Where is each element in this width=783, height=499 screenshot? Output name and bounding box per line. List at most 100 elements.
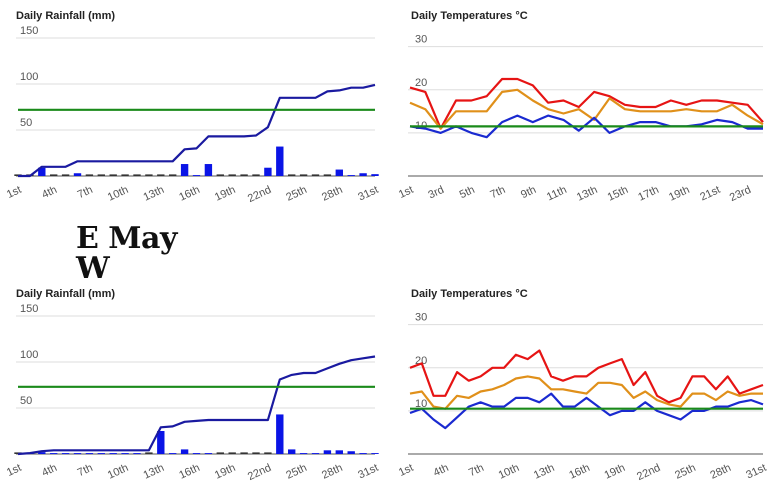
rainfall-chart-bottom-svg: Daily Rainfall (mm) 50 100 150 1st 4th 7th 10th… [5, 288, 380, 483]
y-tick-label: 150 [20, 25, 38, 37]
y-tick-label: 100 [20, 71, 38, 83]
x-tick-label: 7th [488, 184, 507, 201]
rainfall-bar-zero [121, 174, 129, 176]
rainfall-bar-zero [145, 174, 153, 176]
rainfall-bar [347, 175, 355, 176]
x-tick-label: 16th [177, 462, 201, 482]
x-tick-label: 13th [142, 462, 166, 482]
rainfall-bar [157, 431, 165, 454]
x-tick-label: 25th [673, 462, 697, 482]
cumulative-rainfall-line [17, 355, 376, 456]
rainfall-bar [133, 453, 141, 454]
rainfall-bar [73, 453, 82, 454]
x-tick-label: 16th [177, 184, 201, 204]
rainfall-bar-zero [50, 174, 58, 176]
rainfall-bar [359, 453, 367, 454]
rainfall-bar-zero [145, 452, 153, 454]
rainfall-bar [311, 453, 320, 454]
station-label-line2: W [76, 251, 110, 286]
y-tick-label: 30 [415, 34, 427, 46]
x-tick-label: 10th [497, 462, 521, 482]
x-tick-label: 1st [397, 184, 415, 201]
rainfall-bar [73, 173, 82, 176]
rainfall-bar-zero [264, 452, 272, 454]
y-tick-label: 100 [20, 349, 38, 361]
rainfall-bar [180, 164, 189, 176]
mean-temperature-line [409, 375, 763, 410]
max-temperature-line [409, 349, 764, 404]
y-tick-label: 30 [415, 312, 427, 324]
x-tick-label: 25th [284, 184, 308, 204]
cumulative-rainfall-line [18, 83, 376, 178]
y-tick-label: 10 [415, 398, 427, 410]
rainfall-bar [335, 450, 343, 454]
rainfall-bar [371, 453, 379, 454]
rainfall-bar [276, 414, 284, 454]
rainfall-bar [359, 173, 367, 176]
min-temperature-line [409, 392, 764, 430]
x-tick-label: 3rd [426, 184, 445, 202]
x-tick-label: 19th [213, 462, 237, 482]
x-tick-label: 7th [76, 462, 95, 479]
x-tick-label: 23rd [728, 184, 753, 204]
rainfall-bar-zero [216, 174, 224, 176]
rainfall-bar [204, 453, 213, 454]
rainfall-bar [347, 451, 355, 454]
rainfall-bar-zero [252, 452, 260, 454]
x-tick-label: 7th [467, 462, 486, 479]
x-tick-label: 9th [519, 184, 538, 201]
rainfall-bar-zero [228, 452, 236, 454]
rainfall-bar-zero [61, 174, 70, 176]
rainfall-bar [192, 175, 201, 176]
rainfall-bar [85, 453, 94, 454]
rainfall-bar-zero [311, 174, 320, 176]
x-tick-label: 4th [432, 462, 451, 479]
rainfall-bar-zero [323, 174, 332, 176]
rainfall-bar [180, 449, 189, 454]
rainfall-bar-zero [228, 174, 236, 176]
y-tick-label: 150 [20, 303, 38, 315]
y-tick-label: 50 [20, 117, 32, 129]
rainfall-bar-zero [240, 452, 248, 454]
temperature-chart-bottom: Daily Temperatures °C 10 20 30 1st 4th 7th 10th… [392, 278, 783, 494]
chart-title: Daily Temperatures °C [411, 10, 528, 22]
rainfall-chart-top-svg: Daily Rainfall (mm) 50 100 150 1st 4th 7th 10th… [5, 10, 380, 205]
rainfall-bar-zero [169, 174, 177, 176]
x-tick-label: 28th [708, 462, 732, 482]
rainfall-bar [299, 453, 308, 454]
x-tick-label: 10th [106, 184, 130, 204]
x-tick-label: 1st [5, 462, 23, 479]
rainfall-bar-zero [85, 174, 94, 176]
rainfall-bar-zero [133, 174, 141, 176]
x-tick-label: 16th [567, 462, 591, 482]
x-tick-label: 11th [545, 184, 569, 204]
x-tick-label: 13th [142, 184, 166, 204]
x-tick-label: 13th [532, 462, 556, 482]
rainfall-bar [169, 453, 177, 454]
x-tick-label: 25th [284, 462, 308, 482]
chart-title: Daily Rainfall (mm) [16, 288, 115, 300]
rainfall-bar-zero [216, 452, 224, 454]
rainfall-bar-zero [299, 174, 308, 176]
x-tick-label: 19th [603, 462, 627, 482]
rainfall-bar [50, 453, 58, 454]
y-tick-label: 50 [20, 395, 32, 407]
rainfall-bar [288, 449, 296, 454]
rainfall-bar [121, 453, 129, 454]
rainfall-bar [276, 146, 284, 176]
x-tick-label: 13th [575, 184, 599, 204]
chart-title: Daily Rainfall (mm) [16, 10, 115, 22]
rainfall-bar [264, 167, 272, 176]
x-tick-label: 22nd [246, 462, 273, 483]
rainfall-bar [371, 174, 379, 176]
x-tick-label: 21st [698, 184, 722, 204]
rainfall-bar-zero [157, 174, 165, 176]
rainfall-bar-zero [252, 174, 260, 176]
x-tick-label: 15th [606, 184, 630, 204]
x-tick-label: 31st [356, 462, 380, 482]
rainfall-bar [38, 167, 46, 176]
rainfall-bar [335, 169, 343, 176]
x-tick-label: 4th [40, 462, 59, 479]
temperature-chart-top: Daily Temperatures °C 10 20 30 1st 3rd 5th 7th 9… [392, 0, 783, 210]
